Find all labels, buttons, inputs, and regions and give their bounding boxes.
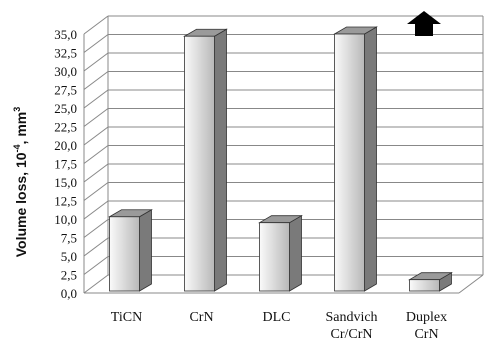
y-tick-label: 0,0 [61, 286, 77, 301]
bar [183, 28, 228, 292]
y-tick-label: 30,0 [54, 64, 77, 79]
y-tick-labels: 0,0 2,5 5,0 7,5 10,0 12,5 15,0 17,5 20,0 22,5 25,0… [54, 27, 77, 301]
x-category-label: TiCN [111, 310, 142, 325]
y-tick-label: 27,5 [54, 83, 77, 98]
y-tick-label: 25,0 [54, 101, 77, 116]
x-category-label: Sandvich Cr/CrN [325, 310, 377, 341]
x-category-label: Duplex CrN [406, 310, 447, 341]
y-tick-label: 32,5 [54, 46, 77, 61]
y-tick-label: 20,0 [54, 138, 77, 153]
y-tick-label: 12,5 [54, 194, 77, 209]
chart-grid [83, 15, 484, 294]
bars [108, 26, 453, 292]
x-category-label: DLC [263, 310, 291, 325]
x-category-label: CrN [189, 310, 213, 325]
y-axis-label: Volume loss, 10-4, mm3 [12, 107, 29, 258]
y-tick-label: 2,5 [61, 268, 77, 283]
y-tick-label: 5,0 [61, 249, 77, 264]
y-tick-label: 22,5 [54, 120, 77, 135]
y-tick-label: 17,5 [54, 157, 77, 172]
bar [408, 271, 453, 292]
y-tick-label: 7,5 [61, 231, 77, 246]
y-tick-label: 10,0 [54, 212, 77, 227]
bar [258, 215, 303, 292]
up-arrow-icon [407, 11, 441, 36]
y-tick-label: 15,0 [54, 175, 77, 190]
bar [333, 26, 378, 292]
bar [108, 209, 153, 292]
category-labels: TiCN CrN DLC Sandvich Cr/CrN Duplex CrN [111, 310, 447, 341]
y-tick-label: 35,0 [54, 27, 77, 42]
